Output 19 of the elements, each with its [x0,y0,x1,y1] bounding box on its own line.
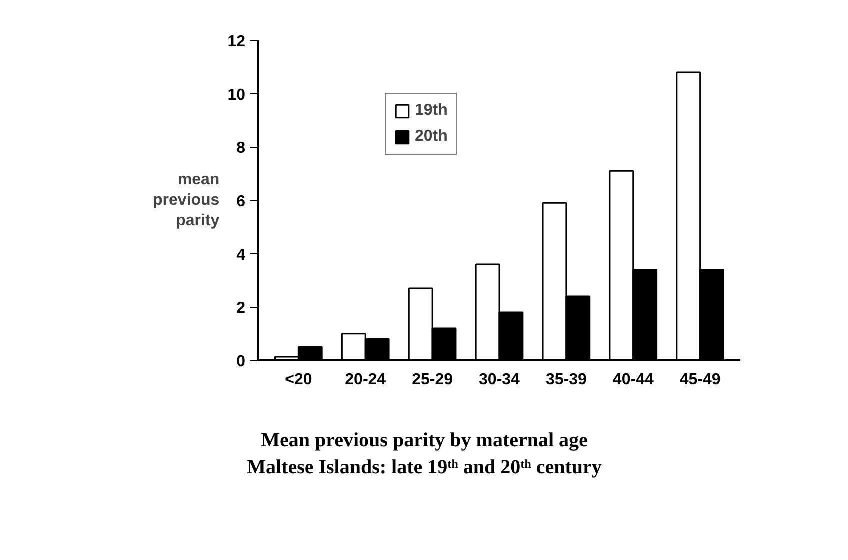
y-tick-label: 8 [236,140,246,158]
x-tick-label: 30-34 [479,372,520,388]
x-tick-label: 35-39 [546,372,588,388]
x-tick-label: <20 [285,372,312,388]
x-tick-label: 25-29 [412,372,454,388]
x-tick-label: 45-49 [680,372,721,388]
legend-label: 20th [415,128,448,146]
y-tick-label: 10 [228,86,246,104]
y-tick-label: 6 [236,194,246,210]
y-tick-label: 4 [236,246,246,264]
x-tick-label: 20-24 [345,372,386,388]
text: Maltese Islands: late 19ᵗʰ and 20ᵗʰ century [247,456,602,478]
text: Mean previous parity by maternal age [261,430,588,452]
x-tick-label: 40-44 [612,372,654,388]
legend-label: 19th [415,102,448,120]
y-axis-title: mean previous parity [153,172,220,230]
y-tick-label: 12 [228,34,246,50]
y-tick-label: 0 [236,354,246,370]
y-tick-label: 2 [236,300,246,318]
